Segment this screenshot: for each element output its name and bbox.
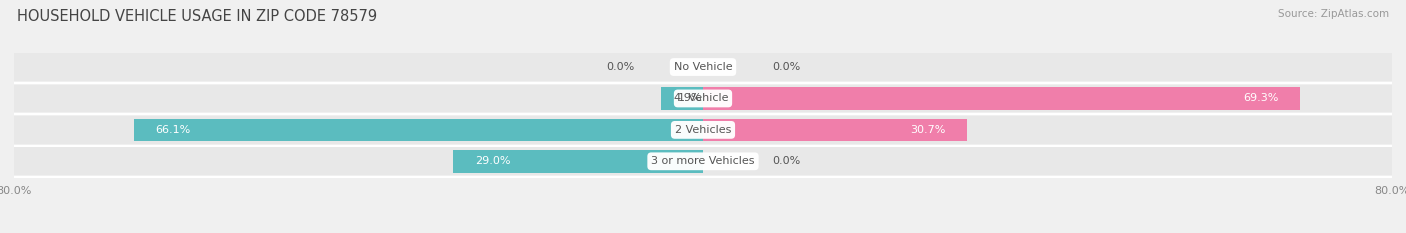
Text: 66.1%: 66.1% <box>155 125 191 135</box>
Bar <box>14 85 1392 112</box>
Text: 4.9%: 4.9% <box>673 93 702 103</box>
Text: HOUSEHOLD VEHICLE USAGE IN ZIP CODE 78579: HOUSEHOLD VEHICLE USAGE IN ZIP CODE 7857… <box>17 9 377 24</box>
Bar <box>14 116 1392 144</box>
Text: 0.0%: 0.0% <box>606 62 634 72</box>
Text: 0.0%: 0.0% <box>772 156 800 166</box>
Text: 3 or more Vehicles: 3 or more Vehicles <box>651 156 755 166</box>
Bar <box>134 119 703 141</box>
Bar <box>661 87 703 110</box>
Text: No Vehicle: No Vehicle <box>673 62 733 72</box>
Bar <box>703 119 967 141</box>
Bar <box>703 87 1299 110</box>
Bar <box>453 150 703 173</box>
Text: 30.7%: 30.7% <box>911 125 946 135</box>
Text: 29.0%: 29.0% <box>475 156 510 166</box>
Text: 69.3%: 69.3% <box>1243 93 1278 103</box>
Bar <box>14 147 1392 175</box>
Text: 1 Vehicle: 1 Vehicle <box>678 93 728 103</box>
Text: 0.0%: 0.0% <box>772 62 800 72</box>
Text: 2 Vehicles: 2 Vehicles <box>675 125 731 135</box>
Text: Source: ZipAtlas.com: Source: ZipAtlas.com <box>1278 9 1389 19</box>
Bar <box>14 53 1392 81</box>
